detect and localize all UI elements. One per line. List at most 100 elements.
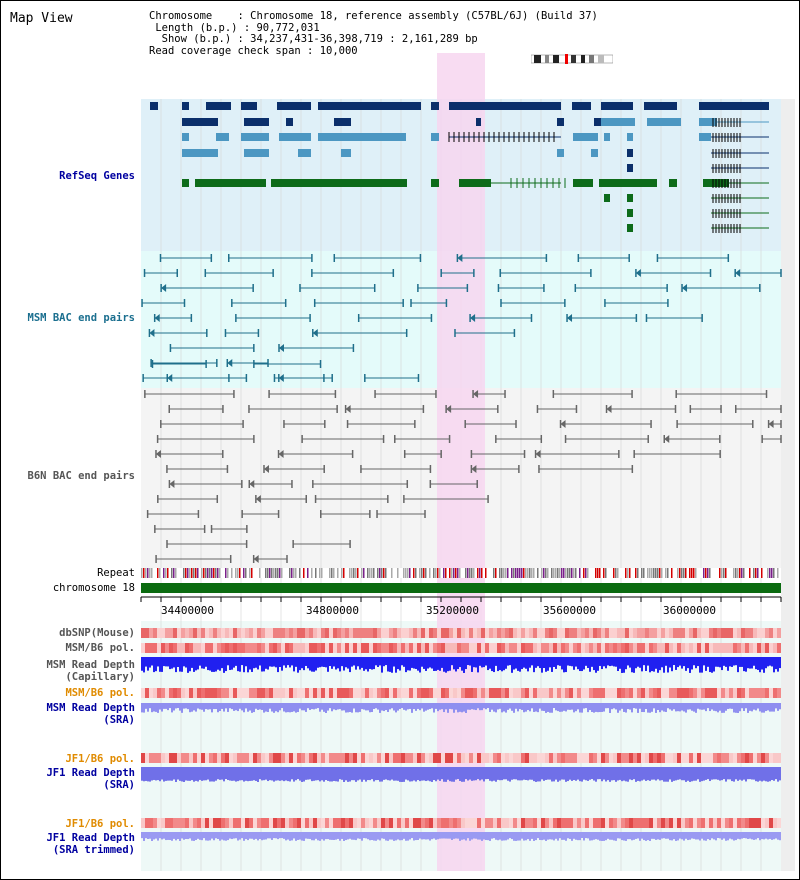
heat-cell: [765, 643, 769, 653]
heat-cell: [505, 818, 509, 828]
depth-bar: [631, 767, 633, 781]
depth-bar: [155, 657, 157, 672]
chromosome-ideogram[interactable]: [531, 54, 613, 64]
depth-bar: [505, 767, 507, 780]
repeat-element: [259, 568, 261, 578]
heat-cell: [669, 643, 673, 653]
depth-bar: [165, 657, 167, 667]
track-label-refseq[interactable]: RefSeq Genes: [59, 170, 135, 182]
track-label-msm-bac[interactable]: MSM BAC end pairs: [27, 312, 135, 324]
heat-cell: [769, 753, 773, 763]
depth-bar: [293, 832, 295, 839]
depth-bar: [301, 832, 303, 841]
repeat-element: [525, 568, 527, 578]
heat-cell: [729, 818, 733, 828]
heat-cell: [453, 688, 457, 698]
heat-cell: [601, 643, 605, 653]
heat-cell: [341, 643, 345, 653]
track-label-jf1-b6-pol-2[interactable]: JF1/B6 pol.: [65, 818, 135, 830]
depth-bar: [557, 767, 559, 782]
heat-cell: [325, 688, 329, 698]
depth-bar: [563, 832, 565, 840]
heat-cell: [533, 628, 537, 638]
depth-bar: [605, 832, 607, 841]
depth-bar: [759, 832, 761, 841]
track-label-chromosome[interactable]: chromosome 18: [52, 582, 135, 594]
depth-bar: [513, 703, 515, 713]
heat-cell: [381, 818, 385, 828]
heat-cell: [645, 818, 649, 828]
repeat-element: [237, 568, 239, 578]
depth-bar: [395, 767, 397, 781]
track-label-msm-read-depth-capillary[interactable]: MSM Read Depth (Capillary): [6, 659, 135, 683]
depth-bar: [467, 832, 469, 839]
depth-bar: [739, 703, 741, 712]
track-label-repeat[interactable]: Repeat: [97, 567, 135, 579]
depth-bar: [209, 832, 211, 841]
depth-bar: [419, 657, 421, 673]
heat-cell: [229, 753, 233, 763]
depth-bar: [305, 657, 307, 666]
heat-cell: [321, 628, 325, 638]
gene-exon: [601, 118, 635, 126]
track-label-b6n-bac[interactable]: B6N BAC end pairs: [27, 470, 135, 482]
heat-cell: [169, 818, 173, 828]
heat-cell: [317, 753, 321, 763]
depth-bar: [265, 832, 267, 840]
track-label-msm-read-depth-sra[interactable]: MSM Read Depth (SRA): [6, 702, 135, 726]
track-label-msm-b6-pol-1[interactable]: MSM/B6 pol.: [65, 642, 135, 654]
depth-bar: [427, 832, 429, 840]
depth-bar: [617, 832, 619, 839]
depth-bar: [195, 657, 197, 671]
heat-cell: [237, 753, 241, 763]
depth-bar: [473, 767, 475, 781]
heat-cell: [497, 688, 501, 698]
track-label-jf1-read-depth-sra[interactable]: JF1 Read Depth (SRA): [6, 767, 135, 791]
heat-cell: [313, 643, 317, 653]
heat-cell: [521, 818, 525, 828]
heat-cell: [205, 628, 209, 638]
repeat-element: [353, 568, 355, 578]
repeat-element: [343, 568, 345, 578]
heat-cell: [309, 628, 313, 638]
repeat-element: [551, 568, 553, 578]
depth-bar: [695, 767, 697, 781]
depth-bar: [423, 767, 425, 781]
depth-bar: [699, 832, 701, 841]
track-label-msm-b6-pol-2[interactable]: MSM/B6 pol.: [65, 687, 135, 699]
heat-cell: [185, 753, 189, 763]
depth-bar: [345, 657, 347, 668]
heat-cell: [665, 643, 669, 653]
track-label-jf1-b6-pol-1[interactable]: JF1/B6 pol.: [65, 753, 135, 765]
repeat-element: [603, 568, 605, 578]
repeat-element: [693, 568, 695, 578]
depth-bar: [393, 703, 395, 711]
heat-cell: [193, 643, 197, 653]
depth-bar: [527, 703, 529, 711]
depth-bar: [547, 767, 549, 780]
heat-cell: [397, 753, 401, 763]
track-label-jf1-read-depth-trimmed[interactable]: JF1 Read Depth (SRA trimmed): [6, 832, 135, 856]
heat-cell: [413, 688, 417, 698]
heat-cell: [729, 688, 733, 698]
depth-bar: [487, 832, 489, 841]
heat-cell: [301, 628, 305, 638]
depth-bar: [583, 657, 585, 670]
depth-bar: [645, 657, 647, 671]
heat-cell: [153, 688, 157, 698]
depth-bar: [765, 703, 767, 712]
depth-bar: [725, 767, 727, 782]
depth-bar: [247, 657, 249, 673]
depth-bar: [443, 657, 445, 672]
depth-bar: [187, 767, 189, 781]
track-label-dbsnp[interactable]: dbSNP(Mouse): [59, 627, 135, 639]
depth-bar: [309, 703, 311, 710]
depth-bar: [453, 703, 455, 713]
repeat-element: [381, 568, 383, 578]
heat-cell: [509, 753, 513, 763]
repeat-element: [407, 568, 409, 578]
depth-bar: [357, 832, 359, 839]
depth-bar: [585, 703, 587, 709]
heat-cell: [549, 628, 553, 638]
